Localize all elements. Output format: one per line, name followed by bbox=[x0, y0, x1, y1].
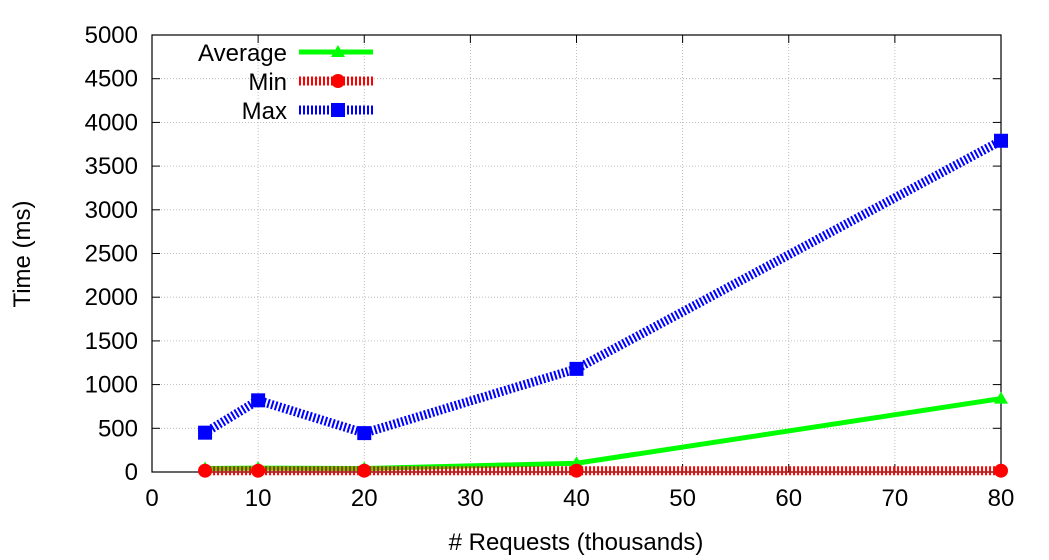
series-layer bbox=[198, 133, 1008, 478]
axis-ticks: 0 10 20 30 40 50 60 70 80 0 500 1000 1500 2000 2500 300… bbox=[85, 22, 1015, 512]
y-tick-label: 500 bbox=[98, 415, 138, 442]
legend-label-average: Average bbox=[198, 40, 287, 67]
y-axis-title: Time (ms) bbox=[9, 200, 36, 307]
series-min bbox=[198, 463, 1008, 478]
series-average bbox=[198, 391, 1008, 474]
data-point-max bbox=[251, 393, 266, 408]
x-axis-title: # Requests (thousands) bbox=[449, 529, 704, 556]
series-line-average bbox=[205, 396, 1002, 472]
legend-item-max: Max bbox=[242, 98, 373, 125]
legend-marker-average bbox=[331, 45, 345, 57]
legend-marker-max bbox=[331, 103, 345, 117]
x-tick-label: 70 bbox=[882, 485, 909, 512]
data-point-min bbox=[569, 463, 584, 478]
x-tick-label: 20 bbox=[351, 485, 378, 512]
legend-item-min: Min bbox=[248, 69, 373, 96]
x-tick-label: 30 bbox=[457, 485, 484, 512]
legend-item-average: Average bbox=[198, 40, 373, 67]
y-tick-label: 1000 bbox=[85, 372, 138, 399]
legend-label-max: Max bbox=[242, 98, 287, 125]
data-point-max bbox=[357, 426, 372, 441]
y-tick-label: 2500 bbox=[85, 241, 138, 268]
y-tick-label: 3500 bbox=[85, 153, 138, 180]
legend-marker-min bbox=[331, 74, 345, 88]
series-max bbox=[198, 133, 1008, 441]
x-tick-label: 40 bbox=[563, 485, 590, 512]
x-tick-label: 10 bbox=[245, 485, 272, 512]
data-point-max bbox=[198, 425, 213, 440]
data-point-min bbox=[198, 463, 213, 478]
data-point-min bbox=[357, 463, 372, 478]
data-point-min bbox=[994, 463, 1008, 478]
data-point-min bbox=[251, 463, 266, 478]
legend-label-min: Min bbox=[248, 69, 287, 96]
y-tick-label: 4000 bbox=[85, 109, 138, 136]
y-tick-label: 5000 bbox=[85, 22, 138, 49]
y-tick-label: 0 bbox=[125, 459, 138, 486]
data-point-max bbox=[569, 361, 584, 376]
x-tick-label: 0 bbox=[145, 485, 158, 512]
data-point-max bbox=[994, 133, 1008, 148]
x-tick-label: 50 bbox=[669, 485, 696, 512]
x-tick-label: 80 bbox=[988, 485, 1015, 512]
x-tick-label: 60 bbox=[775, 485, 802, 512]
data-point-average bbox=[994, 391, 1008, 404]
y-tick-label: 2000 bbox=[85, 284, 138, 311]
y-tick-label: 1500 bbox=[85, 328, 138, 355]
y-tick-label: 4500 bbox=[85, 66, 138, 93]
y-tick-label: 3000 bbox=[85, 197, 138, 224]
series-line-max bbox=[202, 136, 1004, 438]
